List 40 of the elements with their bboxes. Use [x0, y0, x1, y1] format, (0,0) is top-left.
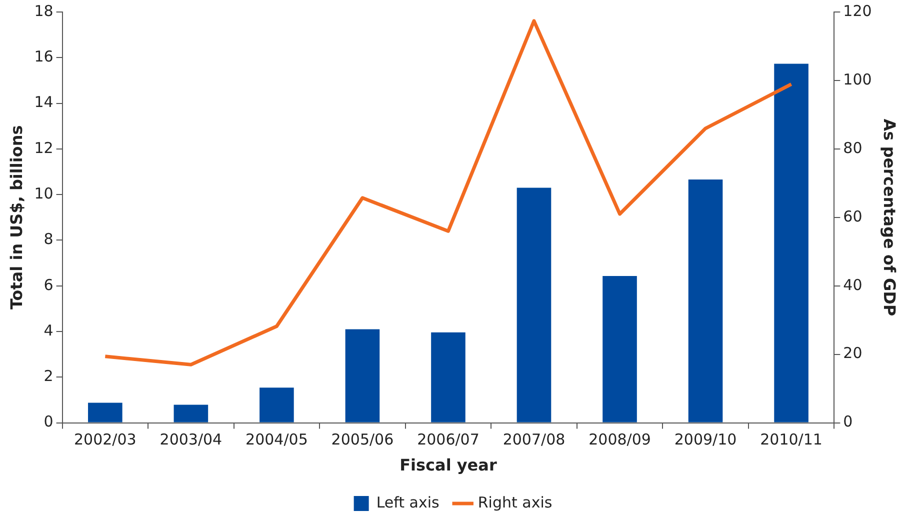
bar: [174, 404, 208, 422]
bar: [602, 276, 637, 422]
x-tick-label: 2008/09: [588, 430, 651, 449]
y2-tick-label: 120: [843, 2, 872, 20]
x-tick-label: 2007/08: [502, 430, 566, 449]
y-tick-label: 8: [44, 230, 54, 248]
x-tick-label: 2003/04: [160, 430, 222, 449]
y2-axis-title: As percentage of GDP: [880, 118, 900, 316]
x-tick-label: 2004/05: [246, 430, 308, 449]
y-axis-title: Total in US$, billions: [6, 125, 26, 310]
y2-tick-label: 20: [843, 344, 862, 362]
x-tick-label: 2002/03: [74, 430, 136, 449]
y2-tick-label: 100: [843, 70, 872, 88]
y2-tick-label: 40: [843, 276, 862, 294]
legend-label: Right axis: [478, 493, 552, 512]
bar: [88, 402, 122, 422]
x-tick-label: 2005/06: [331, 430, 394, 449]
x-tick-label: 2009/10: [674, 430, 737, 449]
x-axis-title: Fiscal year: [400, 456, 497, 475]
y-tick-label: 14: [34, 93, 54, 112]
bar: [345, 329, 380, 422]
legend-label: Left axis: [376, 493, 440, 512]
y-tick-label: 0: [44, 412, 54, 431]
y-tick-label: 16: [34, 48, 54, 66]
y-tick-label: 2: [44, 367, 54, 386]
x-tick-label: 2006/07: [417, 430, 480, 449]
bar: [260, 388, 294, 422]
y-tick-label: 18: [34, 2, 54, 20]
y2-tick-label: 80: [843, 138, 862, 157]
bar: [688, 180, 723, 422]
bar: [431, 332, 466, 422]
y2-tick-label: 0: [843, 412, 853, 431]
y2-tick-label: 60: [843, 207, 862, 226]
x-tick-label: 2010/11: [760, 430, 822, 449]
y-tick-label: 12: [34, 138, 54, 157]
bar: [516, 188, 552, 422]
bar: [774, 64, 808, 422]
y-tick-label: 10: [34, 184, 54, 202]
y-tick-label: 6: [44, 276, 54, 294]
y-tick-label: 4: [44, 321, 54, 340]
